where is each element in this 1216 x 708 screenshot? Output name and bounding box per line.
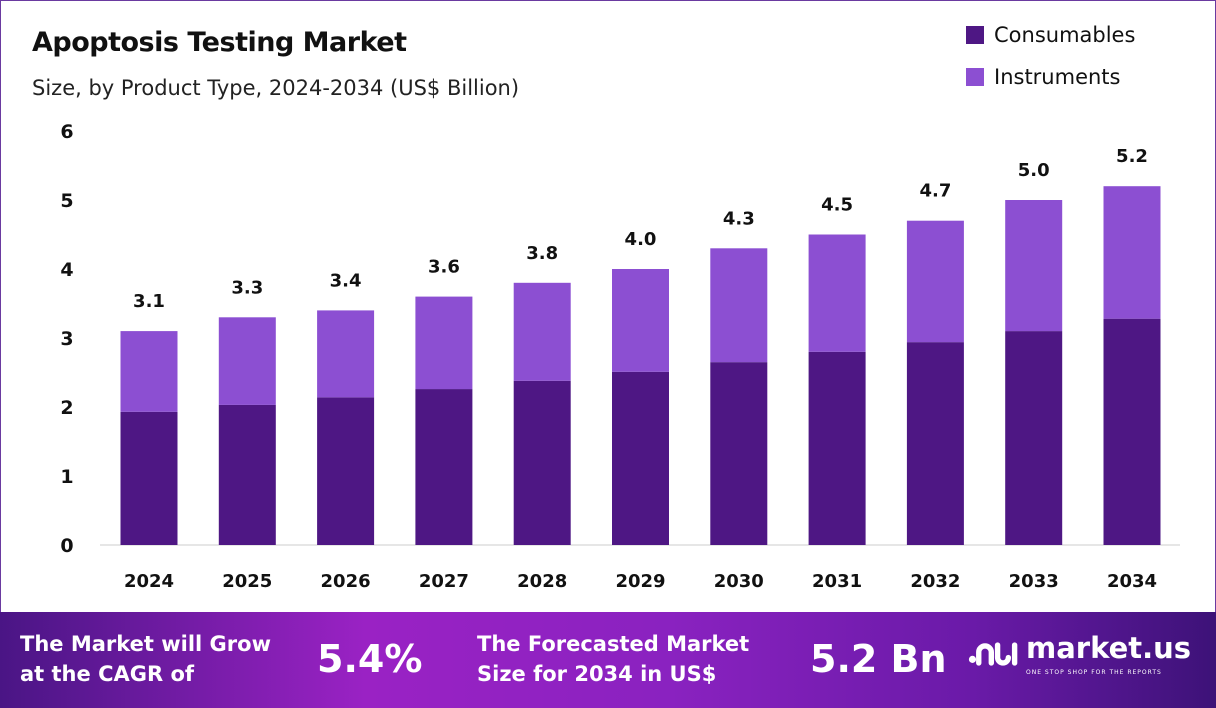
data-label-total: 3.3 — [231, 277, 263, 298]
forecast-label-line: Size for 2034 in US$ — [477, 662, 717, 686]
chart-title: Apoptosis Testing Market — [32, 27, 407, 58]
legend-item-consumables: Consumables — [966, 14, 1135, 56]
data-label-total: 4.3 — [723, 208, 755, 229]
bar-instruments-2029 — [612, 269, 669, 372]
legend-swatch-consumables — [966, 26, 984, 44]
data-label-total: 3.6 — [428, 257, 460, 278]
bar-consumables-2028 — [513, 380, 571, 545]
x-tick-label: 2033 — [1009, 571, 1059, 592]
bar-instruments-2030 — [710, 248, 768, 363]
bar-instruments-2027 — [415, 296, 473, 390]
bar-instruments-2028 — [513, 282, 571, 381]
bar-instruments-2024 — [120, 331, 178, 412]
logo-text: market.us — [1026, 631, 1192, 665]
x-tick-label: 2031 — [812, 571, 862, 592]
legend-swatch-instruments — [966, 68, 984, 86]
y-tick-label: 3 — [60, 328, 73, 350]
cagr-value: 5.4% — [317, 637, 423, 681]
data-label-total: 5.0 — [1018, 160, 1050, 181]
data-label-total: 4.0 — [625, 229, 657, 250]
x-tick-label: 2029 — [615, 571, 665, 592]
x-tick-label: 2028 — [517, 571, 567, 592]
forecast-value: 5.2 Bn — [810, 637, 947, 681]
footer-banner: The Market will Grow at the CAGR of 5.4%… — [0, 612, 1216, 708]
data-label-total: 4.7 — [919, 181, 951, 202]
bar-instruments-2031 — [808, 234, 866, 352]
cagr-label: The Market will Grow at the CAGR of — [20, 629, 271, 689]
bar-consumables-2025 — [218, 404, 276, 545]
chart-subtitle: Size, by Product Type, 2024-2034 (US$ Bi… — [32, 76, 520, 100]
data-label-total: 4.5 — [821, 195, 853, 216]
x-tick-label: 2030 — [714, 571, 764, 592]
bar-consumables-2026 — [317, 397, 375, 545]
cagr-label-line: at the CAGR of — [20, 662, 195, 686]
x-tick-label: 2032 — [910, 571, 960, 592]
market-us-logo: market.us ONE STOP SHOP FOR THE REPORTS — [968, 630, 1191, 677]
bar-consumables-2029 — [612, 371, 669, 545]
data-label-total: 5.2 — [1116, 146, 1148, 167]
y-tick-label: 6 — [60, 121, 73, 143]
bar-consumables-2024 — [120, 411, 178, 545]
y-tick-label: 0 — [60, 535, 73, 557]
legend: Consumables Instruments — [966, 14, 1135, 98]
y-tick-label: 4 — [60, 259, 73, 281]
bar-instruments-2032 — [906, 220, 964, 343]
x-tick-label: 2027 — [419, 571, 469, 592]
y-tick-label: 5 — [60, 190, 73, 212]
x-tick-label: 2034 — [1107, 571, 1157, 592]
data-label-total: 3.8 — [526, 243, 558, 264]
y-tick-label: 2 — [60, 397, 73, 419]
bar-consumables-2034 — [1103, 318, 1161, 545]
data-label-total: 3.4 — [330, 270, 362, 291]
bar-consumables-2030 — [710, 362, 768, 545]
x-tick-label: 2024 — [124, 571, 174, 592]
data-label-total: 3.1 — [133, 291, 165, 312]
forecast-label: The Forecasted Market Size for 2034 in U… — [477, 629, 749, 689]
bar-chart: 0 1 2 3 4 5 6 3.1 2024 3.3 2025 3.4 2026 3.6 2027 3.8 20… — [60, 121, 1180, 592]
x-tick-label: 2026 — [321, 571, 371, 592]
legend-label: Consumables — [994, 23, 1136, 47]
bar-instruments-2034 — [1103, 186, 1161, 319]
legend-label: Instruments — [994, 65, 1121, 89]
bar-consumables-2032 — [906, 342, 964, 545]
bar-consumables-2031 — [808, 351, 866, 545]
x-tick-label: 2025 — [222, 571, 272, 592]
cagr-label-line: The Market will Grow — [20, 632, 271, 656]
legend-item-instruments: Instruments — [966, 56, 1135, 98]
logo-tagline: ONE STOP SHOP FOR THE REPORTS — [1026, 669, 1162, 676]
bar-instruments-2033 — [1005, 200, 1063, 332]
bar-instruments-2025 — [218, 317, 276, 405]
forecast-label-line: The Forecasted Market — [477, 632, 750, 656]
y-tick-label: 1 — [60, 466, 73, 488]
bar-consumables-2027 — [415, 389, 473, 545]
bar-consumables-2033 — [1005, 331, 1063, 545]
logo-mark-icon — [968, 641, 1018, 666]
bar-instruments-2026 — [317, 310, 375, 398]
